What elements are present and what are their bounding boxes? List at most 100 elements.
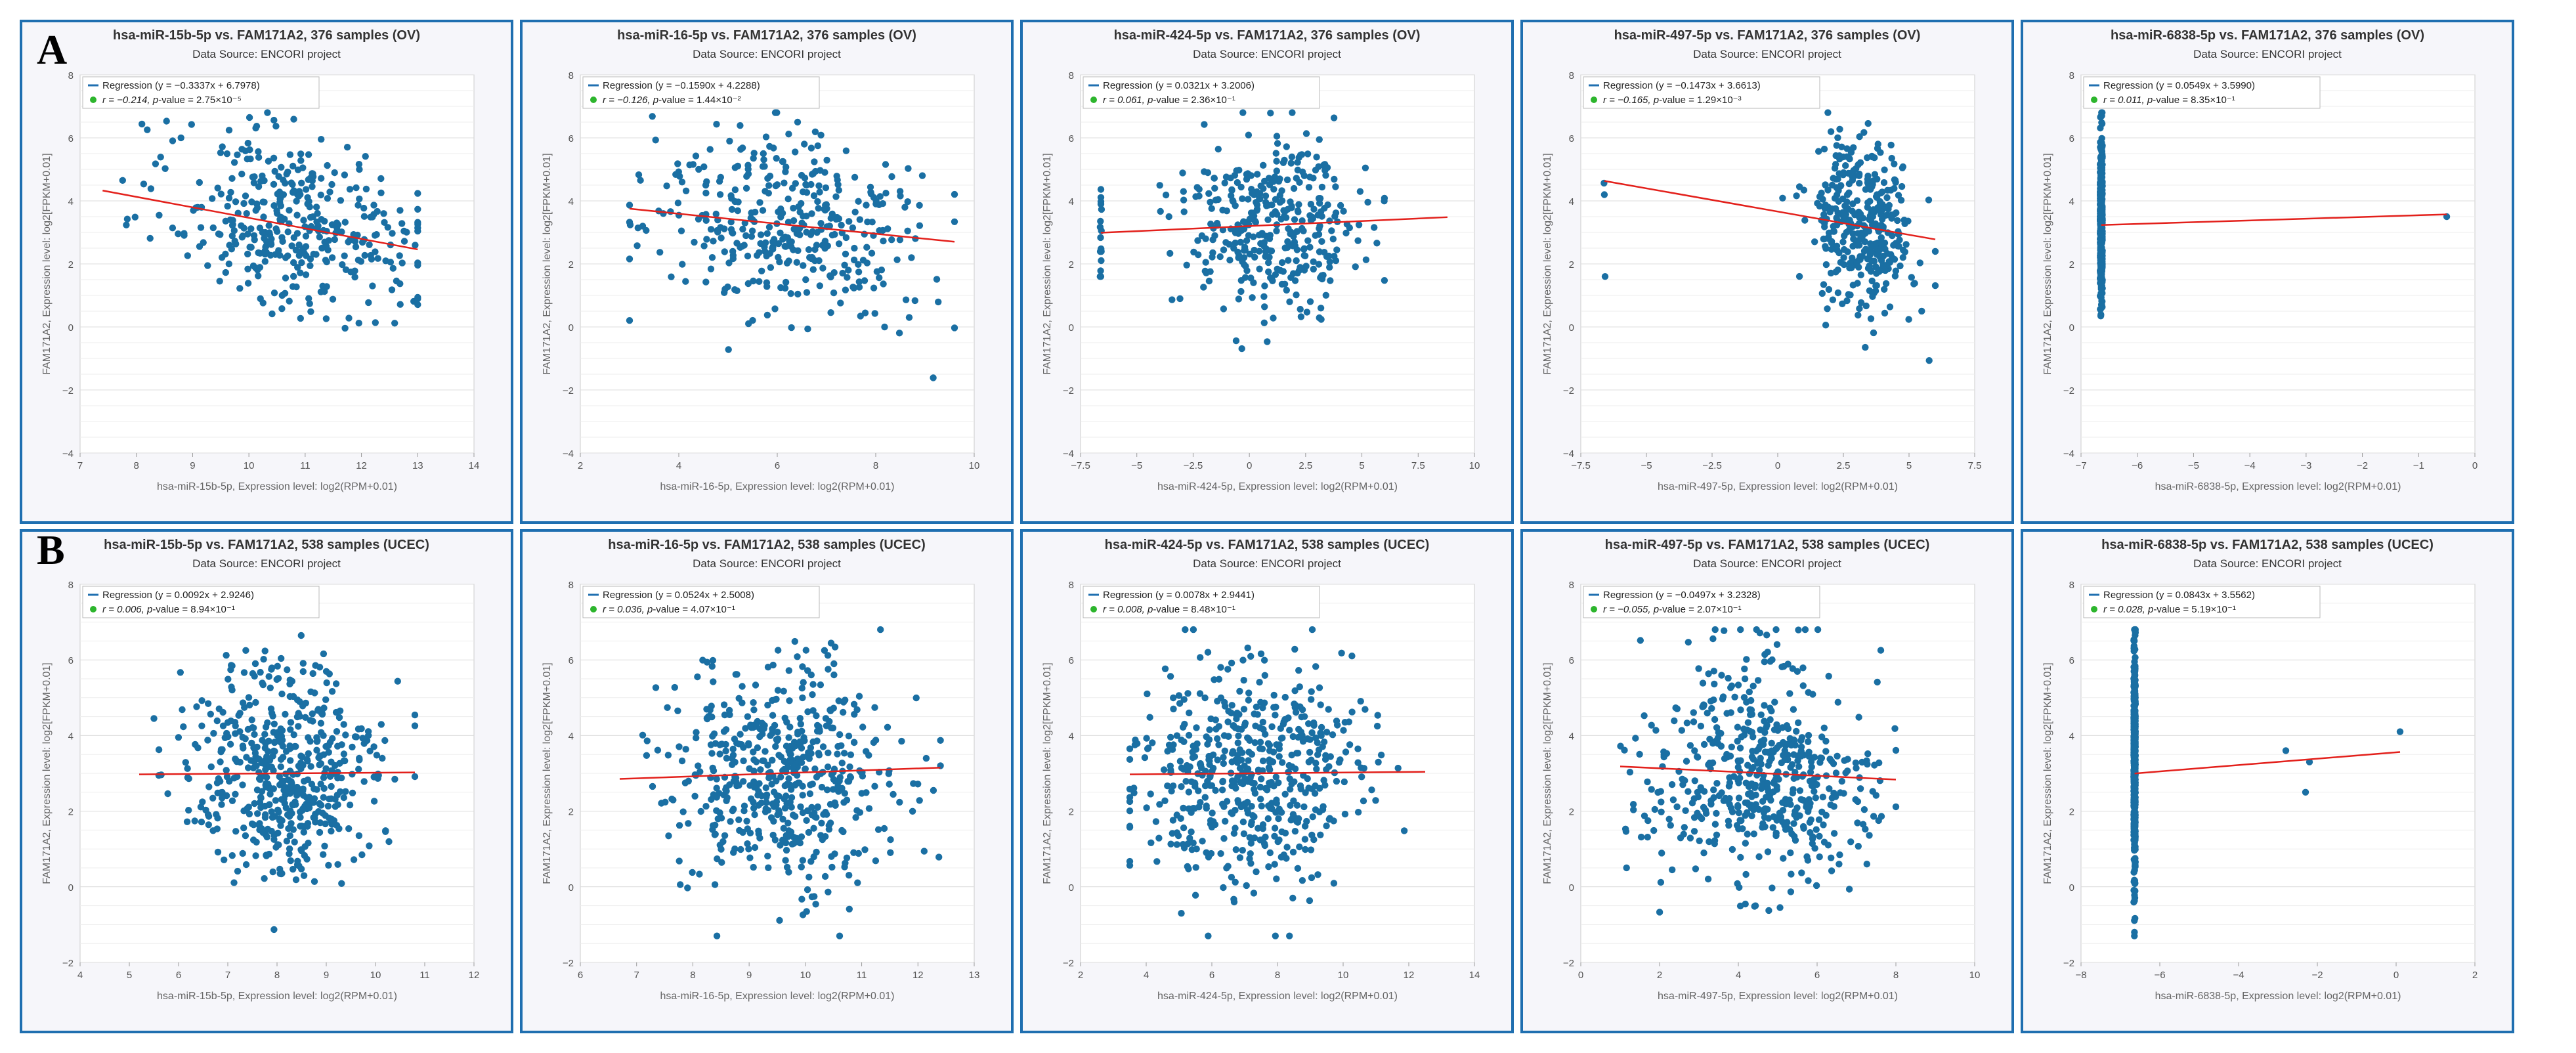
data-point	[1850, 167, 1857, 174]
data-point	[266, 231, 274, 238]
data-point	[1354, 745, 1362, 752]
data-point	[796, 715, 804, 722]
data-point	[1216, 253, 1224, 261]
data-point	[316, 752, 324, 760]
data-point	[1279, 759, 1286, 766]
data-point	[1626, 769, 1634, 776]
data-point	[1776, 741, 1783, 749]
x-tick-label: 10	[969, 460, 980, 471]
data-point	[210, 729, 217, 737]
data-point	[1721, 755, 1728, 762]
data-point	[1818, 733, 1826, 741]
data-point	[1772, 626, 1780, 634]
data-point	[240, 824, 247, 832]
data-point	[351, 273, 358, 281]
data-point	[807, 781, 814, 788]
data-point	[1228, 777, 1236, 784]
data-point	[1285, 225, 1292, 232]
data-point	[1299, 225, 1306, 232]
panel-frame	[1020, 529, 1514, 1033]
data-point	[1235, 254, 1242, 261]
data-point	[1207, 268, 1214, 275]
x-tick-label: 14	[469, 460, 480, 471]
data-point	[270, 116, 278, 124]
x-tick-label: 12	[356, 460, 367, 471]
data-point	[707, 226, 715, 233]
data-point	[1096, 248, 1104, 255]
data-point	[331, 169, 338, 177]
data-point	[1237, 288, 1245, 295]
data-point	[349, 771, 356, 778]
data-points	[626, 109, 958, 381]
data-point	[626, 317, 633, 324]
data-point	[1742, 870, 1750, 878]
x-tick-label: 7.5	[1411, 460, 1425, 471]
data-point	[1195, 186, 1203, 193]
data-point	[1237, 779, 1244, 786]
data-point	[1167, 733, 1174, 741]
data-point	[1795, 626, 1802, 634]
data-point	[362, 185, 370, 193]
data-point	[1736, 817, 1744, 824]
data-point	[1683, 720, 1691, 727]
x-tick-label: 11	[300, 460, 311, 471]
data-point	[1816, 832, 1823, 840]
data-point	[873, 268, 881, 275]
data-point	[731, 735, 739, 742]
data-point	[1316, 684, 1323, 691]
data-point	[297, 314, 304, 322]
data-point	[773, 737, 781, 744]
data-point	[259, 172, 266, 180]
data-point	[824, 652, 832, 659]
data-point	[870, 739, 878, 746]
data-point	[209, 224, 217, 232]
data-point	[380, 210, 387, 217]
data-point	[2098, 181, 2105, 188]
data-point	[331, 236, 338, 244]
data-point	[240, 744, 247, 752]
data-point	[278, 214, 285, 221]
data-point	[2097, 206, 2105, 213]
data-point	[358, 238, 366, 246]
data-point	[370, 743, 377, 750]
data-point	[324, 802, 332, 810]
data-point	[1331, 175, 1338, 183]
data-point	[1637, 833, 1645, 841]
data-point	[1820, 145, 1828, 153]
y-tick-label: 8	[1569, 580, 1574, 591]
data-point	[307, 308, 314, 315]
data-point	[1748, 812, 1755, 819]
data-point	[745, 320, 752, 328]
data-point	[340, 794, 347, 802]
data-point	[1097, 200, 1105, 208]
data-point	[1332, 183, 1339, 190]
data-point	[1278, 828, 1285, 836]
data-point	[1834, 134, 1841, 141]
data-point	[1698, 815, 1706, 823]
data-point	[855, 278, 863, 286]
data-point	[787, 290, 794, 297]
data-point	[1852, 796, 1859, 804]
data-point	[265, 673, 272, 680]
data-point	[716, 790, 723, 797]
data-point	[411, 711, 419, 719]
data-point	[239, 849, 246, 857]
data-point	[1773, 641, 1781, 648]
data-point	[252, 852, 259, 859]
data-point	[1326, 264, 1333, 271]
data-point	[805, 873, 813, 881]
data-point	[1239, 195, 1246, 202]
data-point	[284, 252, 291, 259]
data-point	[767, 732, 774, 739]
data-point	[1286, 727, 1293, 734]
data-point	[763, 311, 771, 319]
data-point	[1228, 659, 1235, 667]
data-point	[1196, 690, 1204, 697]
y-tick-label: 6	[68, 655, 74, 666]
data-point	[1247, 274, 1255, 282]
data-point	[1874, 678, 1881, 686]
data-point	[718, 234, 725, 242]
data-point	[643, 752, 651, 759]
data-point	[276, 870, 284, 877]
data-point	[1855, 842, 1862, 850]
